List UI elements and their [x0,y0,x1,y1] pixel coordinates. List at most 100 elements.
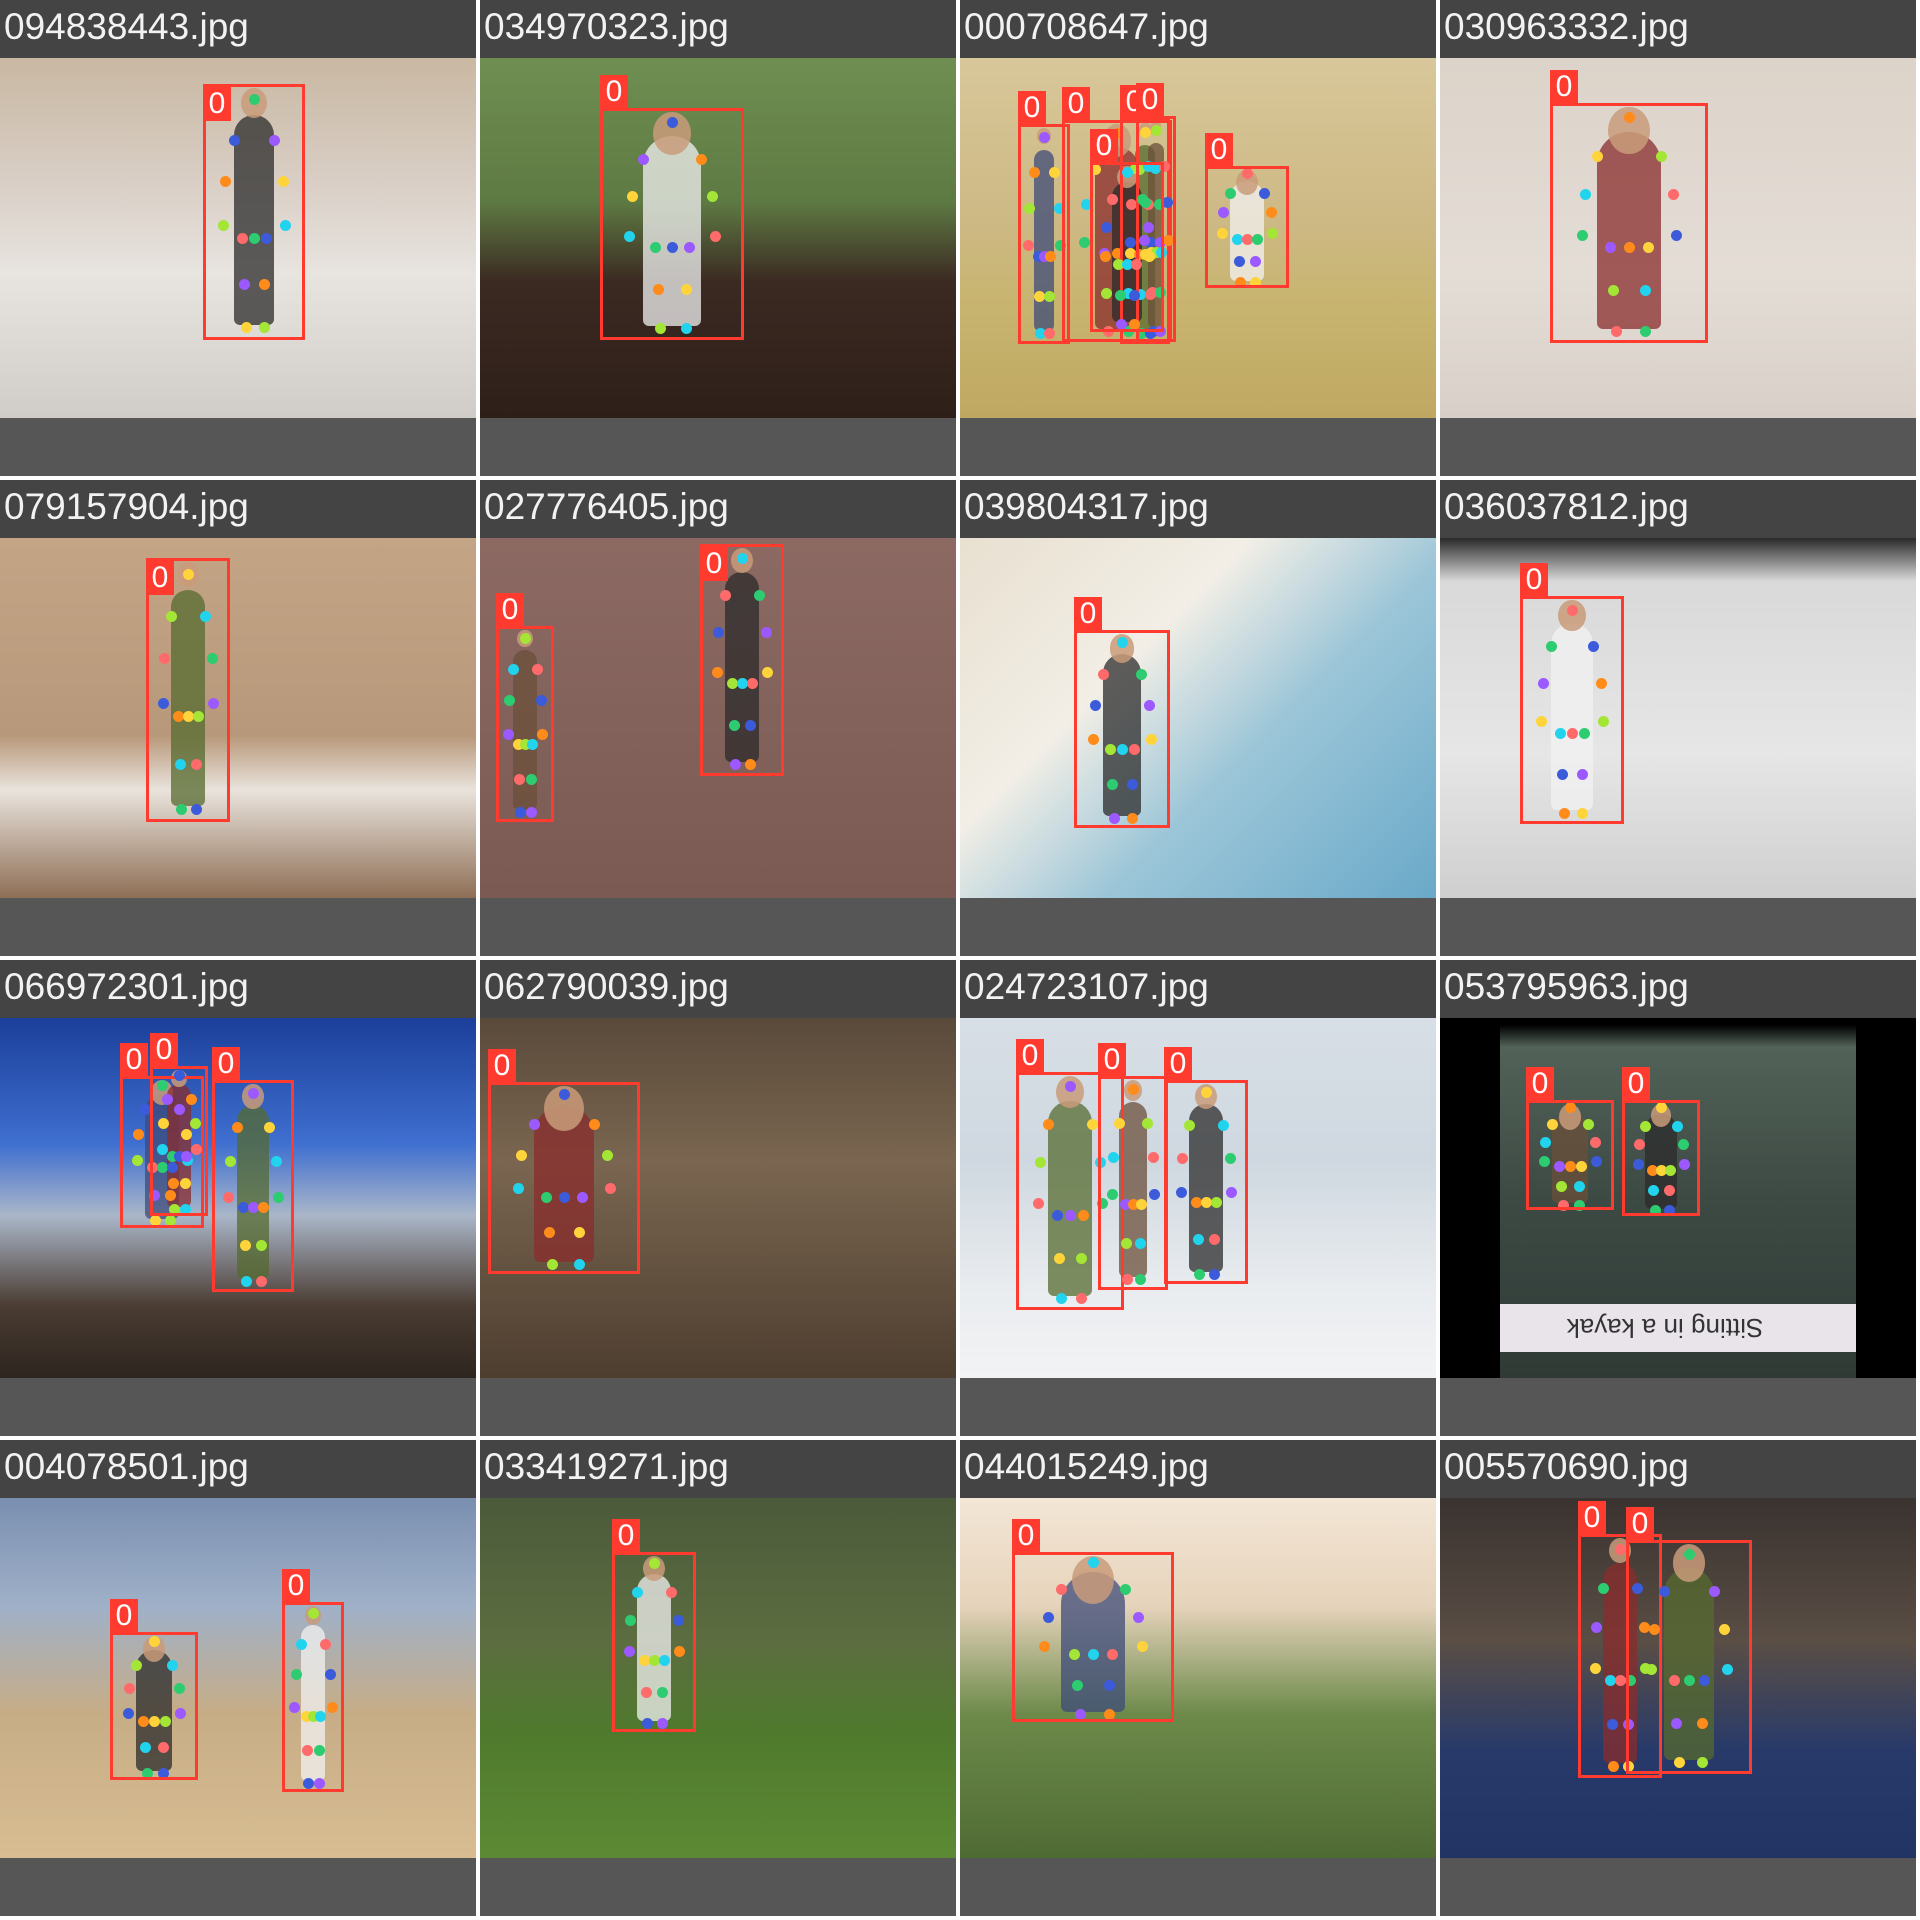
tile-footer [480,1378,956,1436]
tile-footer [1440,1378,1916,1436]
keypoint [1235,276,1247,288]
keypoint [1190,1197,1202,1209]
tile-footer [0,1858,476,1916]
detection-box[interactable]: 0 [1622,1067,1700,1216]
tile-image: 0 [480,58,956,418]
keypoint [1175,1187,1187,1199]
keypoint [295,1638,307,1650]
keypoint [1709,1586,1721,1598]
result-tile[interactable]: 053795963.jpg Sitting in a kayak 0 0 [1440,960,1916,1436]
tile-image: 0 [960,1498,1436,1858]
result-tile[interactable]: 062790039.jpg 0 [480,960,956,1436]
keypoint [1071,1679,1083,1691]
detection-box[interactable]: 0 [150,1033,208,1216]
detection-box[interactable]: 0 [700,544,784,776]
keypoint [256,1276,268,1288]
result-tile[interactable]: 039804317.jpg 0 [960,480,1436,956]
result-tile[interactable]: 033419271.jpg 0 [480,1440,956,1916]
detection-box[interactable]: 0 [282,1569,344,1792]
detection-box[interactable]: 0 [1098,1043,1168,1290]
keypoint [1123,288,1134,300]
result-tile[interactable]: 036037812.jpg 0 [1440,480,1916,956]
keypoint [131,1154,143,1166]
keypoint [760,627,772,639]
detection-box[interactable]: 0 [1062,87,1172,342]
detection-class-label: 0 [212,1047,240,1081]
result-tile[interactable]: 079157904.jpg 0 [0,480,476,956]
keypoint [124,1683,136,1695]
detection-box[interactable]: 0 [203,84,305,340]
tile-image: 0 [0,538,476,898]
keypoint [526,738,538,750]
detection-box[interactable]: 0 [1074,597,1170,828]
result-tile[interactable]: 004078501.jpg 0 0 [0,1440,476,1916]
detection-box[interactable]: 0 [1090,129,1164,332]
keypoint [1668,1675,1680,1687]
detection-box[interactable]: 0 [1136,83,1176,342]
keypoint [1135,1237,1146,1249]
detection-box[interactable]: 0 [1626,1507,1752,1774]
detection-box[interactable]: 0 [110,1599,198,1780]
keypoint [1081,199,1093,211]
detection-box[interactable]: 0 [600,75,744,340]
keypoint [623,1646,635,1657]
keypoint [1130,259,1142,270]
keypoint [140,1104,152,1116]
detection-box[interactable]: 0 [1018,91,1070,344]
keypoint [1162,196,1174,208]
keypoint [1079,237,1090,249]
keypoint [1679,1158,1691,1170]
keypoint [604,1182,616,1194]
detection-box[interactable]: 0 [1205,133,1289,288]
keypoint [531,664,543,676]
result-tile[interactable]: 094838443.jpg 0 [0,0,476,476]
detection-box[interactable]: 0 [1578,1501,1662,1778]
keypoint [1114,289,1126,301]
keypoint [1668,189,1680,201]
keypoint [1634,1139,1646,1151]
keypoint [745,719,757,731]
keypoint [1547,1119,1559,1131]
detection-box[interactable]: 0 [146,558,230,822]
keypoint [157,1767,169,1779]
result-tile[interactable]: 034970323.jpg 0 [480,0,956,476]
keypoint [1139,235,1150,247]
detection-box[interactable]: 0 [1520,563,1624,824]
keypoint [1090,163,1101,175]
keypoint [1201,1087,1212,1099]
keypoint [264,1121,276,1133]
detection-box[interactable]: 0 [612,1519,696,1732]
keypoint [1538,1155,1550,1167]
detection-box[interactable]: 0 [1526,1067,1614,1210]
detection-box[interactable]: 0 [1016,1039,1124,1310]
detection-box[interactable]: 0 [1012,1519,1174,1722]
keypoint [1147,1152,1159,1164]
result-tile[interactable]: 066972301.jpg 0 0 0 [0,960,476,1436]
detection-box[interactable]: 0 [212,1047,294,1292]
keypoint [236,232,248,244]
keypoint [1147,287,1158,299]
result-tile[interactable]: 030963332.jpg 0 [1440,0,1916,476]
result-tile[interactable]: 027776405.jpg 0 0 [480,480,956,956]
detection-box[interactable]: 0 [120,1043,204,1228]
detection-box[interactable]: 0 [496,593,554,822]
person-head [1236,170,1258,196]
keypoint [1615,1675,1626,1687]
detection-class-label: 0 [1520,563,1548,597]
tile-filename: 066972301.jpg [4,966,249,1007]
result-tile[interactable]: 024723107.jpg 0 0 0 [960,960,1436,1436]
keypoint [1155,237,1166,249]
tile-image: 0 [480,1498,956,1858]
detection-box[interactable]: 0 [488,1049,640,1274]
result-tile[interactable]: 044015249.jpg 0 [960,1440,1436,1916]
keypoint [1589,1136,1601,1148]
keypoint [1099,250,1111,262]
result-tile[interactable]: 000708647.jpg 0 0 0 0 0 0 [960,0,1436,476]
result-tile[interactable]: 005570690.jpg 0 0 [1440,1440,1916,1916]
keypoint [1097,1197,1109,1209]
keypoint [1088,733,1100,745]
detection-box[interactable]: 0 [1164,1047,1248,1284]
tile-filename: 094838443.jpg [4,6,249,47]
keypoint [625,1615,637,1627]
detection-box[interactable]: 0 [1550,70,1708,343]
